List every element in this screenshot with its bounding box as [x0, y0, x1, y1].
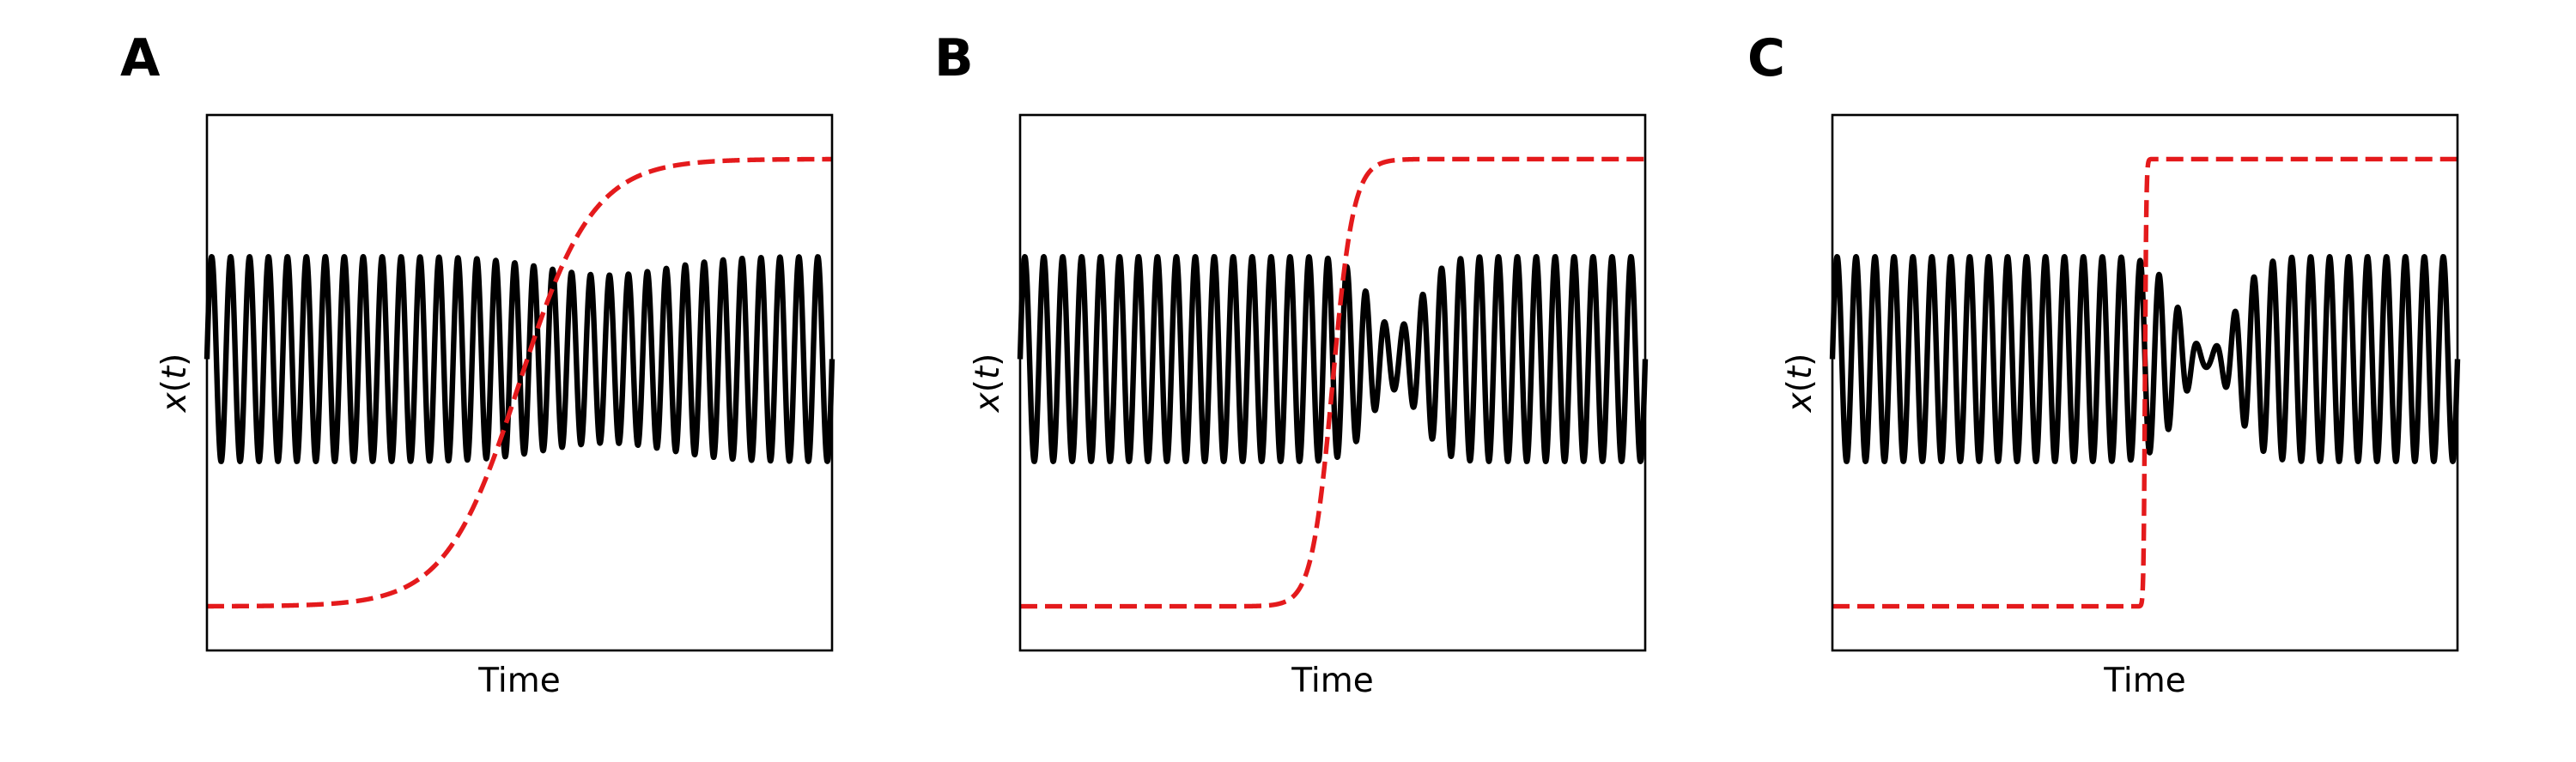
panel-letter-c: C [1747, 28, 1785, 88]
plot-area-c [1829, 156, 2461, 609]
axes-frame-c [1831, 113, 2459, 652]
y-axis-label-b: x(t) [969, 354, 1007, 414]
panel-letter-a: A [120, 28, 161, 88]
panel-c: C Time x(t) [1747, 28, 2461, 700]
signal-line-b [1017, 253, 1649, 464]
x-axis-label-a: Time [477, 662, 560, 700]
signal-line-a [204, 253, 835, 464]
panel-b: B Time x(t) [934, 28, 1649, 700]
x-axis-label-c: Time [2103, 662, 2185, 700]
control-line-c [1832, 156, 2458, 609]
y-axis-label-c: x(t) [1781, 354, 1820, 414]
x-axis-label-b: Time [1291, 662, 1373, 700]
panel-letter-b: B [934, 28, 974, 88]
y-axis-label-a: x(t) [155, 354, 194, 414]
plot-area-b [1017, 156, 1649, 609]
axes-frame-a [205, 113, 834, 652]
plot-area-a [204, 156, 835, 609]
panel-a: A Time x(t) [120, 28, 835, 700]
axes-frame-b [1018, 113, 1647, 652]
control-line-a [206, 156, 833, 609]
control-line-b [1020, 156, 1645, 609]
